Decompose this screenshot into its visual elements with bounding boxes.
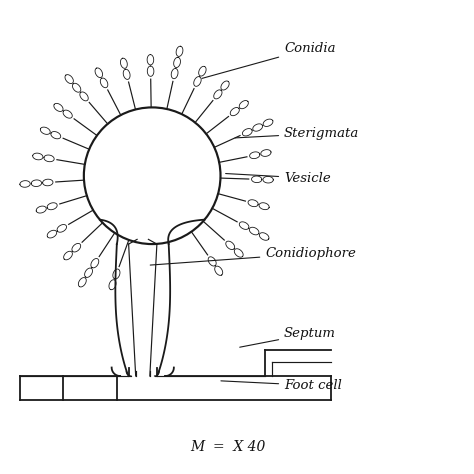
Text: Conidia: Conidia (202, 42, 336, 78)
Text: Foot cell: Foot cell (221, 379, 342, 392)
Text: Sterigmata: Sterigmata (235, 127, 359, 140)
Text: Vesicle: Vesicle (226, 172, 331, 184)
Text: Conidiophore: Conidiophore (150, 247, 356, 265)
Text: Septum: Septum (240, 327, 336, 347)
Text: M  =  X 40: M = X 40 (190, 440, 265, 454)
